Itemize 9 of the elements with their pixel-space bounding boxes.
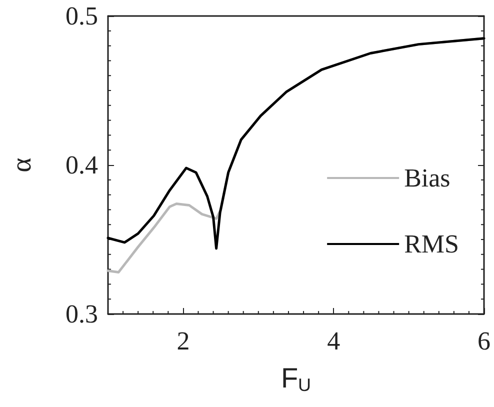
y-tick-label: 0.5 — [66, 2, 98, 30]
legend-label: Bias — [404, 164, 450, 192]
legend-label: RMS — [404, 230, 459, 258]
y-axis-title: α — [6, 157, 38, 172]
x-tick-label: 4 — [327, 326, 340, 356]
y-tick-label: 0.4 — [66, 150, 98, 180]
x-tick-label: 6 — [478, 326, 490, 356]
x-tick-label: 2 — [176, 326, 190, 356]
y-tick-label: 0.3 — [66, 300, 98, 328]
